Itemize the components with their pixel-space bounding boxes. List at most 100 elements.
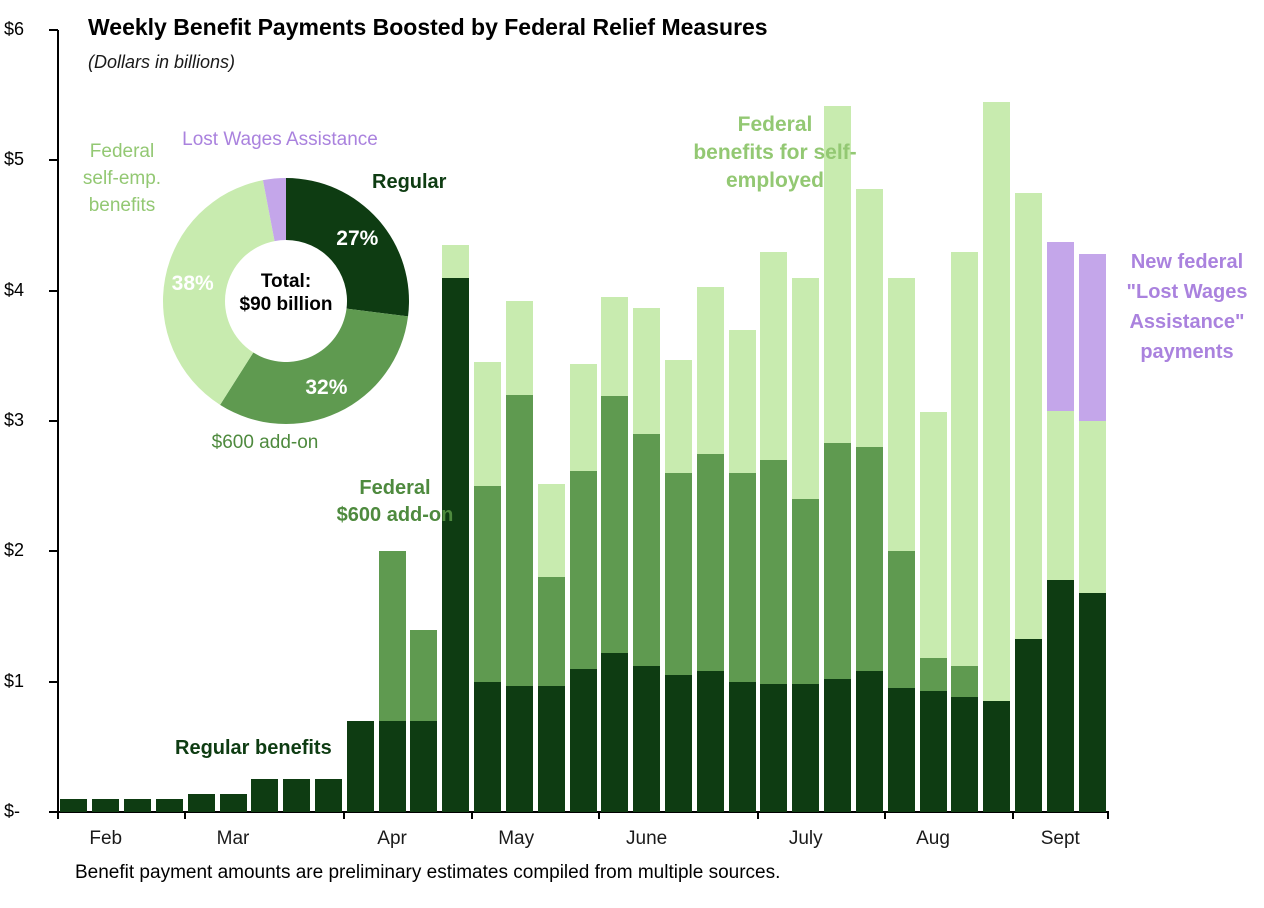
bar-week-16 — [537, 483, 565, 812]
segment-regular — [219, 793, 247, 812]
segment-selfemp — [442, 245, 470, 278]
bar-week-24 — [792, 277, 820, 812]
bar-week-14 — [474, 362, 502, 812]
segment-addon — [951, 666, 979, 698]
y-axis-label: $4 — [4, 279, 25, 300]
x-axis-tick — [884, 812, 887, 819]
bar-week-12 — [410, 629, 438, 812]
donut-slice-regular — [286, 178, 410, 317]
annotation-lost-wages-assistance: New federal "Lost Wages Assistance" paym… — [1126, 251, 1248, 363]
segment-regular — [1014, 638, 1042, 812]
bar-week-21 — [696, 286, 724, 812]
segment-regular — [474, 681, 502, 812]
y-axis-tick — [49, 811, 58, 813]
y-axis-label: $3 — [4, 410, 25, 430]
y-axis-tick — [49, 420, 58, 422]
segment-addon — [792, 499, 820, 685]
segment-regular — [1078, 593, 1106, 812]
bar-week-29 — [951, 251, 979, 812]
bar-week-25 — [824, 105, 852, 812]
x-axis-label-july: July — [788, 828, 823, 849]
x-axis-label-mar: Mar — [216, 828, 250, 849]
y-axis-tick — [49, 550, 58, 553]
donut-label-regular: Regular — [372, 171, 447, 193]
segment-addon — [696, 453, 724, 672]
donut-label-self-employed: Federal self-emp. benefits — [82, 141, 162, 216]
donut-pct-label: 27% — [336, 227, 378, 250]
bar-week-27 — [887, 277, 915, 812]
segment-addon — [855, 447, 883, 672]
segment-regular — [314, 779, 342, 812]
donut-pct-label: 38% — [172, 272, 214, 295]
segment-addon — [824, 443, 852, 680]
segment-regular — [505, 685, 533, 812]
segment-regular — [728, 681, 756, 812]
segment-addon — [569, 470, 597, 669]
segment-addon — [601, 396, 629, 653]
donut-label-600-addon: $600 add-on — [211, 432, 319, 453]
y-axis-tick — [49, 289, 58, 292]
x-axis-tick — [57, 812, 59, 819]
segment-regular — [887, 688, 915, 812]
segment-selfemp — [919, 411, 947, 659]
x-axis-tick — [757, 812, 759, 819]
bar-week-1 — [60, 798, 88, 812]
segment-regular — [664, 675, 692, 812]
x-axis-tick — [470, 812, 473, 819]
segment-regular — [187, 793, 215, 812]
segment-lwa — [1046, 242, 1074, 411]
segment-regular — [346, 720, 374, 812]
bar-week-10 — [346, 720, 374, 812]
segment-selfemp — [505, 301, 533, 395]
bar-week-20 — [664, 359, 692, 812]
segment-selfemp — [569, 363, 597, 471]
segment-regular — [124, 798, 152, 812]
segment-regular — [919, 690, 947, 812]
bar-week-4 — [155, 798, 183, 812]
segment-regular — [60, 798, 88, 812]
segment-selfemp — [855, 189, 883, 448]
segment-regular — [760, 684, 788, 812]
x-axis-label-aug: Aug — [916, 828, 950, 849]
bar-week-15 — [505, 301, 533, 812]
segment-regular — [442, 277, 470, 812]
segment-regular — [983, 701, 1011, 812]
segment-regular — [951, 697, 979, 812]
x-axis-label-apr: Apr — [377, 828, 407, 849]
segment-addon — [728, 473, 756, 682]
bar-week-26 — [855, 189, 883, 812]
x-axis-tick — [184, 812, 187, 819]
bar-week-7 — [251, 779, 279, 812]
bar-week-2 — [92, 798, 120, 812]
segment-addon — [537, 577, 565, 686]
segment-regular — [155, 798, 183, 812]
x-axis-label-june: June — [626, 828, 668, 849]
bar-week-17 — [569, 363, 597, 812]
segment-regular — [92, 798, 120, 812]
segment-selfemp — [474, 362, 502, 487]
y-axis-tick — [49, 159, 58, 162]
bar-week-13 — [442, 245, 470, 812]
donut-center-label: Total: $90 billion — [239, 271, 333, 315]
segment-selfemp — [1078, 421, 1106, 594]
segment-selfemp — [728, 329, 756, 474]
donut-label-lost-wages: Lost Wages Assistance — [182, 129, 378, 150]
segment-selfemp — [824, 105, 852, 444]
x-axis-label-feb: Feb — [89, 828, 123, 849]
x-axis-tick — [343, 812, 346, 819]
segment-addon — [505, 394, 533, 686]
bar-week-18 — [601, 297, 629, 812]
segment-regular — [251, 779, 279, 812]
bar-week-23 — [760, 251, 788, 812]
segment-regular — [696, 671, 724, 812]
bar-week-31 — [1014, 192, 1042, 812]
chart-title: Weekly Benefit Payments Boosted by Feder… — [88, 14, 768, 40]
segment-selfemp — [696, 286, 724, 454]
bar-week-3 — [124, 798, 152, 812]
bar-week-5 — [187, 793, 215, 812]
donut-slice-lwa — [262, 178, 286, 242]
segment-selfemp — [983, 101, 1011, 702]
segment-addon — [887, 551, 915, 689]
segment-regular — [601, 653, 629, 812]
